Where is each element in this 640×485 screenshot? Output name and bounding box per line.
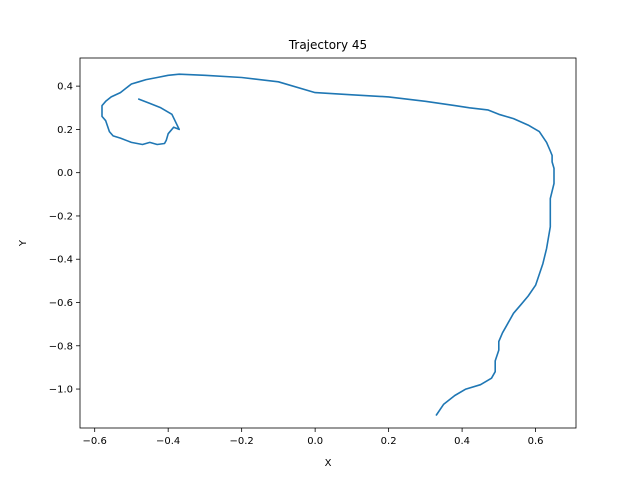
chart-title: Trajectory 45 [288, 38, 367, 52]
y-tick-label: −0.8 [49, 341, 73, 352]
y-axis-label: Y [18, 239, 29, 247]
x-tick-label: 0.6 [528, 436, 544, 447]
x-axis-label: X [325, 458, 332, 469]
y-tick-label: 0.2 [57, 125, 73, 136]
y-tick-label: −0.6 [49, 298, 73, 309]
x-tick-label: 0.4 [454, 436, 470, 447]
plot-frame [79, 57, 577, 429]
x-tick-label: −0.2 [230, 436, 254, 447]
plot-area [80, 58, 576, 428]
x-tick-label: 0.2 [381, 436, 397, 447]
x-tick-label: −0.4 [156, 436, 180, 447]
x-tick-label: −0.6 [83, 436, 107, 447]
x-tick-label: 0.0 [307, 436, 323, 447]
y-tick-label: −0.2 [49, 211, 73, 222]
x-axis-ticks: −0.6 −0.4 −0.2 0.0 0.2 0.4 0.6 [83, 428, 544, 447]
trajectory-line [101, 73, 555, 416]
y-tick-label: 0.0 [57, 168, 73, 179]
y-axis-ticks: −1.0 −0.8 −0.6 −0.4 −0.2 0.0 0.2 0.4 [49, 82, 80, 396]
y-tick-label: −1.0 [49, 385, 73, 396]
y-tick-label: 0.4 [57, 82, 73, 93]
y-tick-label: −0.4 [49, 255, 73, 266]
